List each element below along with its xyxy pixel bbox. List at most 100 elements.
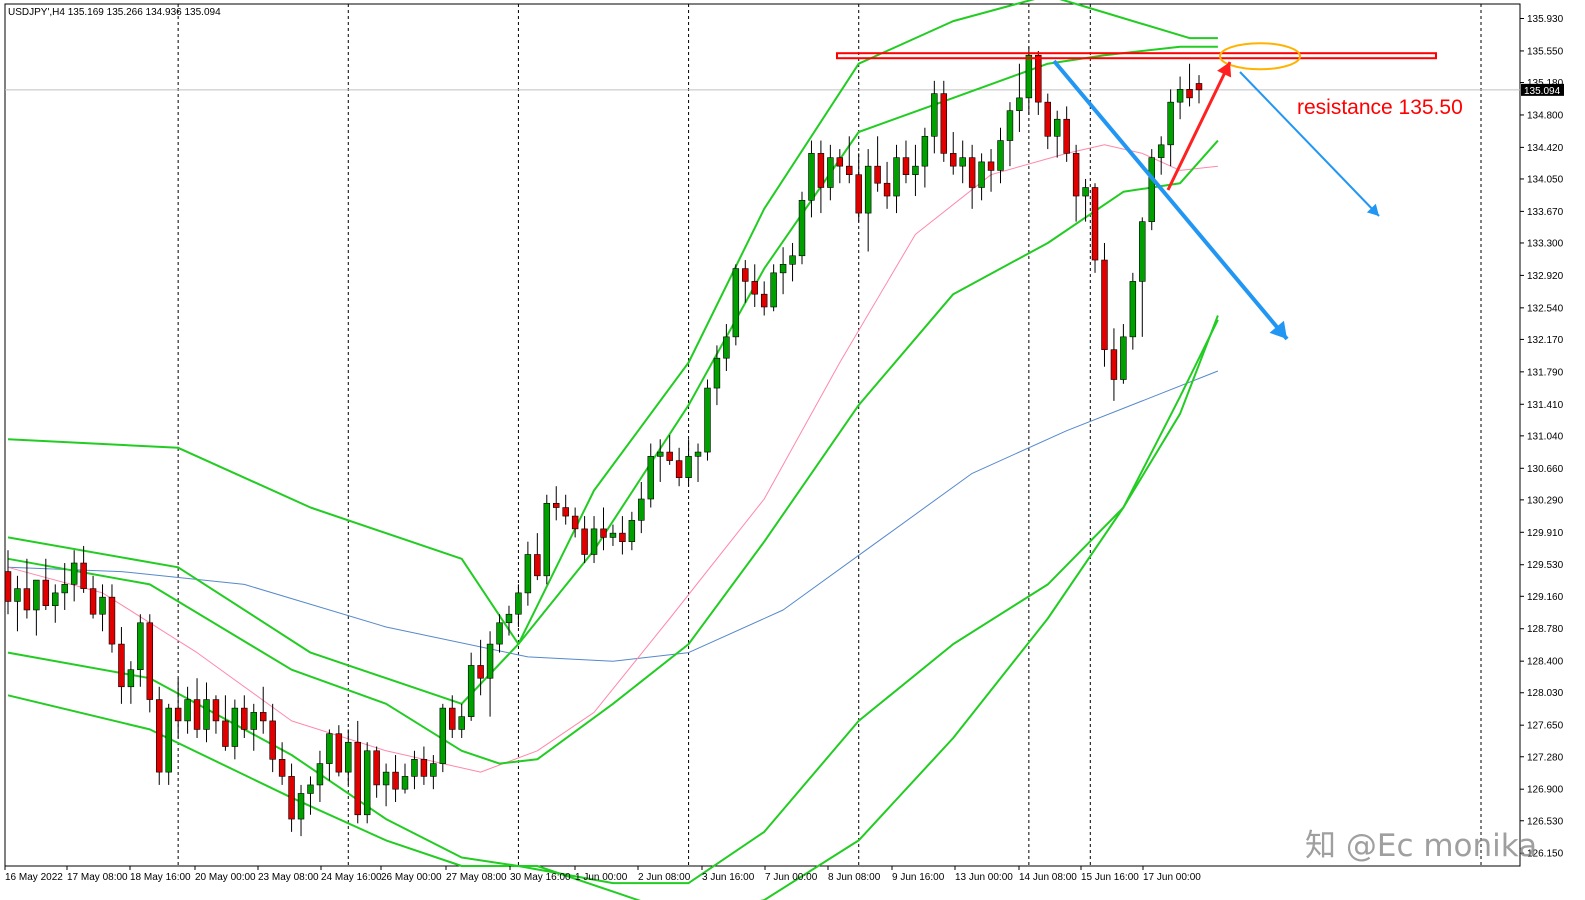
candle [789, 242, 796, 282]
candle-body [515, 592, 522, 615]
candle [798, 191, 806, 265]
x-tick-label: 9 Jun 16:00 [892, 872, 945, 883]
candle [704, 379, 711, 461]
candle-body [288, 776, 295, 820]
candle-body [127, 669, 135, 688]
candle [760, 281, 768, 316]
candle-body [883, 182, 891, 197]
candle [250, 703, 257, 751]
candle [1091, 183, 1099, 273]
candle-body [326, 733, 333, 764]
candle-body [411, 759, 418, 777]
y-tick-label: 126.150 [1527, 849, 1564, 860]
candle [354, 720, 361, 824]
x-tick-label: 27 May 08:00 [446, 872, 507, 883]
candle [278, 742, 286, 785]
y-tick-label: 128.780 [1527, 624, 1564, 635]
y-tick-label: 134.050 [1527, 174, 1564, 185]
candle-body [1053, 118, 1061, 137]
candle-body [1035, 54, 1042, 103]
candle-body [619, 532, 626, 542]
candle-body [760, 293, 768, 308]
candle-body [80, 562, 87, 589]
x-tick-label: 14 Jun 08:00 [1019, 872, 1077, 883]
candle-body [496, 622, 503, 645]
candle-body [1157, 144, 1165, 158]
candle-body [165, 707, 172, 773]
candle [1082, 178, 1089, 222]
candle [486, 631, 494, 717]
candle-body [52, 592, 59, 606]
arrow-shaft [1239, 71, 1380, 217]
candle-body [345, 741, 352, 773]
candle [1139, 217, 1146, 337]
y-tick-label: 130.290 [1527, 495, 1564, 506]
y-tick-label: 134.800 [1527, 110, 1564, 121]
candle-body [950, 153, 957, 167]
y-tick-label: 132.920 [1527, 271, 1564, 282]
candle-body [1139, 221, 1146, 282]
candle-body [146, 622, 154, 700]
candle [127, 661, 135, 704]
candle [534, 533, 541, 581]
candle [609, 524, 617, 546]
candle-body [439, 707, 447, 764]
candle [288, 763, 295, 832]
x-tick-label: 26 May 00:00 [381, 872, 442, 883]
candle-body [193, 699, 201, 730]
candle [14, 575, 21, 632]
candle-body [184, 699, 191, 722]
watermark: 知 @Ec monika [1305, 828, 1538, 864]
y-tick-label: 135.180 [1527, 78, 1564, 89]
candle [893, 144, 900, 214]
ma-slow-line [7, 370, 1219, 662]
y-tick-label: 128.400 [1527, 657, 1564, 668]
candle [571, 507, 579, 538]
candle [1176, 76, 1184, 120]
candle [959, 140, 966, 184]
candle [562, 494, 569, 525]
arrow-head [1269, 320, 1287, 339]
candle [108, 584, 116, 653]
candle [33, 579, 40, 636]
candle [656, 439, 664, 482]
candle [921, 127, 929, 188]
candle [666, 435, 673, 465]
candle-body [137, 622, 144, 671]
candle-body [307, 784, 314, 794]
candle-body [808, 153, 815, 201]
candle [477, 639, 484, 696]
x-tick-label: 30 May 16:00 [510, 872, 571, 883]
candle-body [723, 336, 730, 359]
arrow-head [1217, 62, 1232, 78]
candle-body [704, 387, 711, 453]
candle [1195, 75, 1203, 104]
candle [883, 161, 891, 209]
candle-body [1063, 118, 1070, 154]
candle [392, 755, 399, 802]
candle-body [99, 596, 106, 615]
candle [449, 695, 456, 738]
candle [827, 144, 834, 201]
candle-body [685, 456, 692, 478]
candle-body [505, 613, 513, 624]
candle [694, 443, 702, 482]
candle-body [987, 161, 995, 171]
candle-body [798, 199, 806, 257]
symbol-info: USDJPY',H4 135.169 135.266 134.936 135.0… [8, 7, 221, 18]
up-arrow [1166, 61, 1232, 191]
candle [42, 558, 50, 610]
x-tick-label: 3 Jun 16:00 [702, 872, 755, 883]
candle [156, 686, 163, 785]
candle-body [694, 451, 702, 457]
candle-body [14, 588, 21, 602]
candle [770, 264, 777, 312]
candle-body [430, 763, 437, 777]
candle-body [1016, 97, 1023, 111]
candle [297, 784, 305, 837]
candle-body [732, 268, 740, 338]
candle [742, 260, 749, 303]
candle [874, 136, 881, 192]
candle [52, 584, 59, 623]
